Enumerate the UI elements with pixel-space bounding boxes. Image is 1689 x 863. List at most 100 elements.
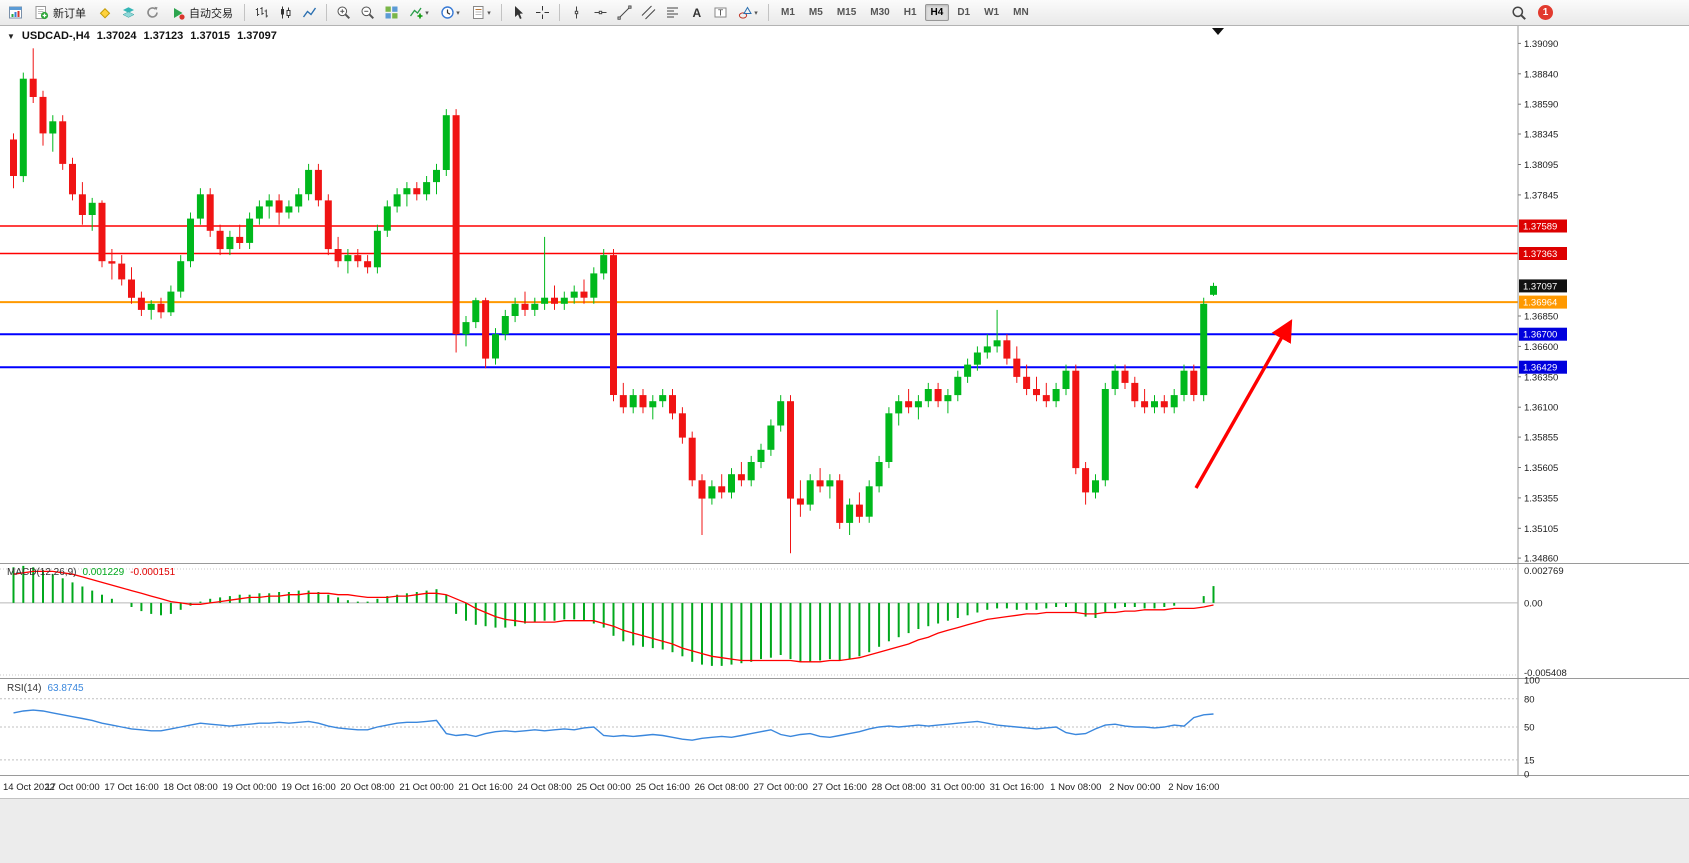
new-order-button[interactable]: 新订单 bbox=[28, 3, 92, 23]
market-watch-icon[interactable] bbox=[117, 2, 140, 24]
line-chart-icon[interactable] bbox=[298, 2, 321, 24]
open-value: 1.37024 bbox=[96, 30, 137, 42]
svg-text:1.37363: 1.37363 bbox=[1523, 249, 1557, 260]
svg-text:100: 100 bbox=[1524, 676, 1540, 687]
zoom-out-icon[interactable] bbox=[356, 2, 379, 24]
date-label: 18 Oct 08:00 bbox=[163, 782, 218, 793]
svg-text:1.37845: 1.37845 bbox=[1524, 190, 1558, 201]
date-label: 17 Oct 00:00 bbox=[45, 782, 100, 793]
date-label: 28 Oct 08:00 bbox=[871, 782, 926, 793]
date-label: 31 Oct 00:00 bbox=[930, 782, 985, 793]
svg-text:1.38840: 1.38840 bbox=[1524, 69, 1558, 80]
fibonacci-icon[interactable] bbox=[661, 2, 684, 24]
svg-text:1.38345: 1.38345 bbox=[1524, 130, 1558, 141]
svg-text:0: 0 bbox=[1524, 770, 1529, 779]
zoom-in-icon[interactable] bbox=[332, 2, 355, 24]
rsi-line bbox=[13, 709, 1214, 741]
date-label: 26 Oct 08:00 bbox=[694, 782, 749, 793]
date-label: 20 Oct 08:00 bbox=[340, 782, 395, 793]
svg-text:1.35605: 1.35605 bbox=[1524, 463, 1558, 474]
indicators-icon[interactable]: ▾ bbox=[404, 2, 434, 24]
tf-button-h1[interactable]: H1 bbox=[903, 7, 917, 18]
refresh-icon[interactable] bbox=[141, 2, 164, 24]
macd-signal-line bbox=[13, 570, 1214, 663]
text-icon[interactable]: A bbox=[685, 2, 708, 24]
candlestick-chart-icon[interactable] bbox=[274, 2, 297, 24]
search-icon[interactable] bbox=[1507, 2, 1530, 24]
svg-text:1.39090: 1.39090 bbox=[1524, 39, 1558, 50]
toolbar-separator bbox=[559, 4, 560, 21]
trendline-icon[interactable] bbox=[613, 2, 636, 24]
text-label-icon[interactable]: T bbox=[709, 2, 732, 24]
autotrading-label: 自动交易 bbox=[189, 7, 233, 20]
crosshair-icon[interactable] bbox=[531, 2, 554, 24]
rsi-label: RSI(14) bbox=[7, 683, 42, 694]
svg-text:1.37589: 1.37589 bbox=[1523, 222, 1557, 233]
tf-button-m30[interactable]: M30 bbox=[870, 7, 890, 18]
svg-text:80: 80 bbox=[1524, 694, 1535, 705]
price-axis[interactable]: 1.39090 1.38840 1.38590 1.38345 1.38095 1.378… bbox=[1518, 39, 1558, 565]
periods-icon[interactable]: ▾ bbox=[435, 2, 465, 24]
date-label: 31 Oct 16:00 bbox=[989, 782, 1044, 793]
panel-borders bbox=[0, 26, 1689, 776]
bottom-strip bbox=[0, 798, 1689, 863]
toolbar-separator bbox=[501, 4, 502, 21]
trend-arrow[interactable] bbox=[1194, 319, 1293, 489]
time-axis[interactable]: 14 Oct 2022 17 Oct 00:00 17 Oct 16:00 18 Oc… bbox=[0, 778, 1518, 798]
new-order-label: 新订单 bbox=[53, 7, 86, 20]
autotrading-button[interactable]: 自动交易 bbox=[165, 3, 239, 23]
svg-text:1.36964: 1.36964 bbox=[1523, 298, 1557, 309]
toolbar-separator bbox=[244, 4, 245, 21]
svg-text:-0.005408: -0.005408 bbox=[1524, 668, 1567, 679]
horizontal-line-icon[interactable] bbox=[589, 2, 612, 24]
terminal-icon[interactable] bbox=[4, 2, 27, 24]
svg-text:50: 50 bbox=[1524, 723, 1535, 734]
rsi-panel: 100 80 50 15 0 bbox=[0, 676, 1540, 779]
chart-shortcut-icon[interactable] bbox=[93, 2, 116, 24]
svg-text:1.38095: 1.38095 bbox=[1524, 160, 1558, 171]
svg-text:1.36600: 1.36600 bbox=[1524, 342, 1558, 353]
date-label: 21 Oct 16:00 bbox=[458, 782, 513, 793]
toolbar-separator bbox=[326, 4, 327, 21]
svg-text:1.36850: 1.36850 bbox=[1524, 312, 1558, 323]
chart-canvas[interactable]: 1.39090 1.38840 1.38590 1.38345 1.38095 1.378… bbox=[0, 26, 1689, 778]
current-bar-marker bbox=[1212, 28, 1224, 35]
tf-button-m1[interactable]: M1 bbox=[781, 7, 795, 18]
macd-label: MACD(12,26,9) bbox=[7, 567, 77, 578]
shapes-icon[interactable]: ▾ bbox=[733, 2, 763, 24]
tf-button-w1[interactable]: W1 bbox=[984, 7, 1000, 18]
date-label: 25 Oct 16:00 bbox=[635, 782, 690, 793]
notification-badge[interactable]: 1 bbox=[1538, 5, 1553, 20]
svg-text:1.35355: 1.35355 bbox=[1524, 493, 1558, 504]
candlesticks bbox=[10, 48, 1217, 554]
tf-button-m15[interactable]: M15 bbox=[836, 7, 857, 18]
date-label: 27 Oct 16:00 bbox=[812, 782, 867, 793]
templates-icon[interactable]: ▾ bbox=[466, 2, 496, 24]
cursor-icon[interactable] bbox=[507, 2, 530, 24]
vertical-line-icon[interactable] bbox=[565, 2, 588, 24]
close-value: 1.37097 bbox=[237, 30, 277, 42]
svg-text:0.00: 0.00 bbox=[1524, 598, 1543, 609]
tf-button-h4[interactable]: H4 bbox=[924, 4, 950, 21]
tf-button-m5[interactable]: M5 bbox=[808, 7, 823, 18]
channel-icon[interactable] bbox=[637, 2, 660, 24]
date-label: 2 Nov 00:00 bbox=[1109, 782, 1161, 793]
chart-title: ▼ USDCAD-,H4 1.37024 1.37123 1.37015 1.3… bbox=[7, 30, 277, 42]
svg-text:T: T bbox=[718, 8, 723, 18]
svg-text:1.35855: 1.35855 bbox=[1524, 433, 1558, 444]
date-label: 25 Oct 00:00 bbox=[576, 782, 631, 793]
high-value: 1.37123 bbox=[143, 30, 184, 42]
chart-collapse-icon[interactable]: ▼ bbox=[7, 31, 15, 41]
svg-text:1.36100: 1.36100 bbox=[1524, 403, 1558, 414]
tf-button-d1[interactable]: D1 bbox=[957, 7, 971, 18]
svg-text:0.002769: 0.002769 bbox=[1524, 566, 1564, 577]
date-label: 19 Oct 16:00 bbox=[281, 782, 336, 793]
tf-button-mn[interactable]: MN bbox=[1013, 7, 1029, 18]
tile-windows-icon[interactable] bbox=[380, 2, 403, 24]
date-label: 2 Nov 16:00 bbox=[1168, 782, 1220, 793]
bar-chart-icon[interactable] bbox=[250, 2, 273, 24]
macd-signal-value: -0.000151 bbox=[130, 567, 176, 578]
date-label: 17 Oct 16:00 bbox=[104, 782, 159, 793]
toolbar-separator bbox=[768, 4, 769, 21]
